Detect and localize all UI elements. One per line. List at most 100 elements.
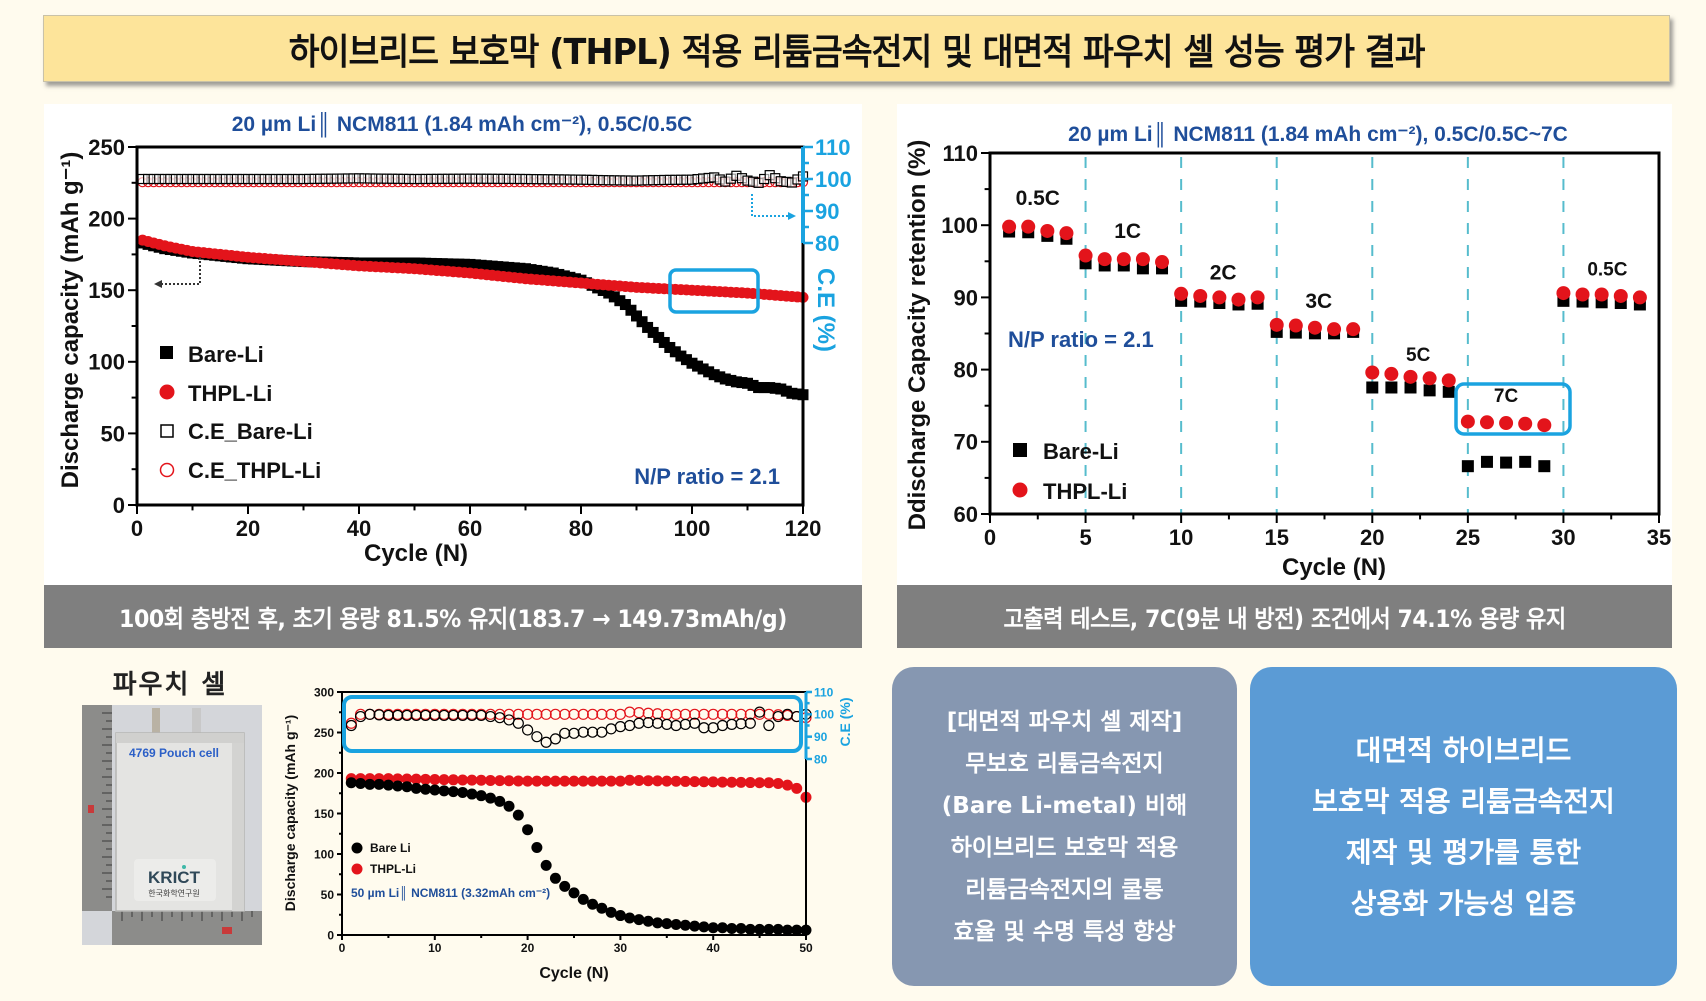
data-point-ce-bare-li [614, 721, 627, 733]
data-point-ce-thpl-li [484, 708, 497, 720]
data-point-ce-bare-li [679, 718, 691, 730]
pouch-cell-photo: 4769 Pouch cell KRICT 한국화학연구원 [82, 705, 262, 945]
data-point-thpl-li [457, 774, 469, 786]
data-point-ce-thpl-li [791, 710, 803, 723]
data-point-ce-thpl-li [716, 708, 729, 720]
cycling-caption-text: 100회 충방전 후, 초기 용량 81.5% 유지(183.7 → 149.7… [119, 605, 787, 633]
data-point-bare-li [679, 919, 691, 931]
summary-box-pouch: [대면적 파우치 셀 제작] 무보호 리튬금속전지 (Bare Li-metal… [892, 667, 1237, 986]
data-point-ce-bare-li [354, 710, 367, 723]
data-point-bare-li [549, 872, 561, 884]
chart3-y2label: C.E (%) [837, 698, 853, 747]
data-point-ce-bare-li [781, 708, 794, 720]
data-point-ce-bare-li [633, 717, 645, 729]
data-point-thpl-li [512, 775, 524, 787]
data-point-bare-li [438, 785, 450, 797]
data-point-bare-li [652, 917, 664, 929]
data-point-thpl-li [716, 776, 728, 788]
summary-line: 보호막 적용 리튬금속전지 [1312, 784, 1615, 818]
y-tick-label: 200 [314, 766, 334, 780]
data-point-ce-thpl-li [373, 708, 385, 720]
krict-logo-dot-icon [182, 865, 186, 869]
data-point-bare-li [364, 778, 376, 790]
data-point-bare-li [512, 809, 524, 821]
data-point-bare-li [605, 906, 617, 918]
data-point-ce-thpl-li [679, 708, 691, 720]
data-point-ce-thpl-li [670, 708, 682, 720]
data-point-thpl-li [763, 777, 775, 789]
data-point-ce-thpl-li [419, 708, 432, 720]
page-title: 하이브리드 보호막 (THPL) 적용 리튬금속전지 및 대면적 파우치 셀 성… [288, 31, 1426, 73]
data-point-bare-li [484, 792, 496, 804]
data-point-thpl-li [661, 775, 673, 787]
data-point-ce-thpl-li [531, 708, 543, 720]
data-point-bare-li [568, 887, 580, 899]
krict-logo-subtitle: 한국화학연구원 [148, 888, 200, 898]
data-point-ce-thpl-li [429, 708, 441, 720]
data-point-bare-li [382, 779, 394, 791]
data-point-ce-bare-li [586, 726, 599, 738]
data-point-thpl-li [410, 773, 422, 785]
data-point-ce-bare-li [419, 709, 432, 722]
pouch-cell-label: 4769 Pouch cell [129, 746, 219, 760]
data-point-bare-li [716, 922, 728, 934]
data-point-ce-thpl-li [698, 708, 710, 720]
data-point-bare-li [392, 780, 404, 792]
data-point-ce-bare-li [642, 716, 654, 729]
data-point-ce-thpl-li [614, 708, 627, 720]
data-point-thpl-li [614, 775, 626, 787]
data-point-ce-thpl-li [772, 709, 784, 721]
data-point-ce-bare-li [503, 714, 515, 726]
data-point-ce-bare-li [605, 723, 617, 735]
data-point-ce-thpl-li [354, 708, 367, 720]
data-point-thpl-li [596, 775, 608, 787]
data-point-ce-thpl-li [392, 708, 404, 720]
data-point-ce-thpl-li [568, 708, 580, 720]
data-point-ce-bare-li [364, 708, 376, 720]
summary-line: 상용화 가능성 입증 [1350, 886, 1577, 920]
data-point-ce-thpl-li [633, 707, 645, 719]
data-point-ce-bare-li [735, 718, 747, 730]
data-point-ce-bare-li [540, 736, 552, 748]
data-point-ce-bare-li [382, 709, 394, 722]
data-point-thpl-li [735, 776, 747, 788]
data-point-bare-li [633, 914, 645, 926]
data-point-bare-li [401, 781, 413, 793]
data-point-bare-li [744, 923, 756, 935]
data-point-ce-bare-li [698, 722, 710, 734]
data-point-thpl-li [503, 775, 515, 787]
data-point-ce-bare-li [345, 719, 357, 732]
data-point-ce-thpl-li [726, 708, 738, 720]
x-tick-label: 10 [428, 941, 442, 955]
data-point-bare-li [503, 800, 515, 812]
summary-box-conclusion: 대면적 하이브리드 보호막 적용 리튬금속전지 제작 및 평가를 통한 상용화 … [1250, 667, 1677, 986]
krict-logo: KRICT [148, 868, 201, 887]
data-point-ce-thpl-li [735, 708, 747, 720]
data-point-bare-li [345, 777, 357, 789]
data-point-thpl-li [587, 775, 599, 787]
data-point-ce-thpl-li [457, 708, 469, 720]
data-point-thpl-li [577, 775, 589, 787]
data-point-ce-bare-li [651, 717, 664, 729]
data-point-bare-li [420, 783, 432, 795]
data-point-ce-bare-li [689, 717, 701, 729]
data-point-thpl-li [382, 773, 394, 785]
data-point-thpl-li [568, 775, 580, 787]
data-point-bare-li [447, 786, 459, 798]
data-point-ce-thpl-li [447, 708, 459, 720]
data-point-thpl-li [345, 773, 357, 785]
data-point-thpl-li [559, 775, 571, 787]
x-tick-label: 0 [339, 941, 346, 955]
data-point-ce-bare-li [744, 717, 756, 729]
data-point-thpl-li [475, 774, 487, 786]
summary-line: 하이브리드 보호막 적용 [950, 834, 1179, 861]
data-point-bare-li [355, 778, 367, 790]
data-point-thpl-li [652, 775, 664, 787]
summary-line: 리튬금속전지의 쿨롱 [965, 876, 1164, 903]
data-point-ce-bare-li [512, 717, 524, 729]
data-point-thpl-li [522, 775, 534, 787]
y-tick-label: 0 [327, 928, 334, 942]
data-point-bare-li [791, 924, 803, 936]
data-point-thpl-li [447, 774, 459, 786]
y-tick-label: 250 [314, 726, 334, 740]
